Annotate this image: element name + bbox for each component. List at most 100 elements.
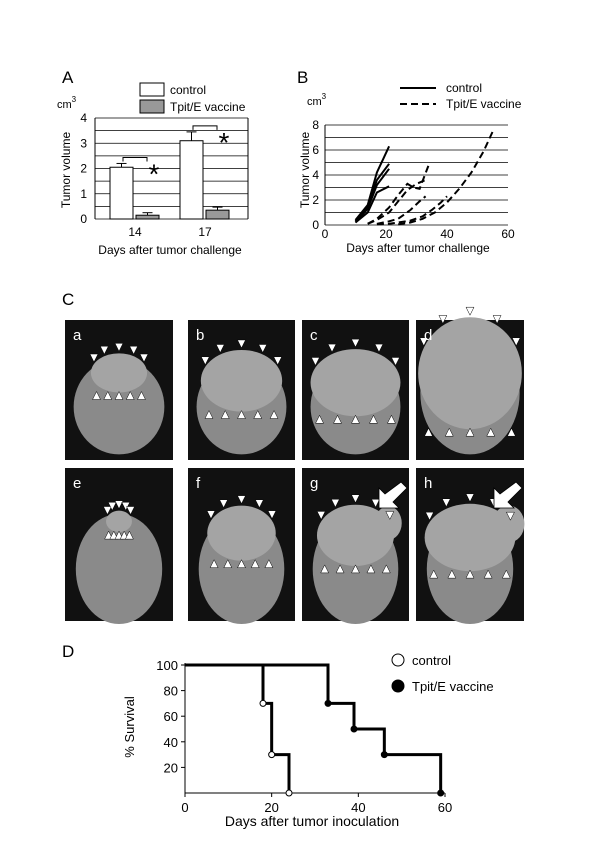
y-axis-title-d: % Survival [122, 696, 137, 758]
control-survival-curve [185, 663, 291, 793]
ct-panel-label: h [424, 475, 432, 492]
panel-c: C a b c d e f g h [62, 290, 525, 625]
vaccine-tumor-line [398, 130, 494, 226]
survival-point [350, 725, 358, 733]
arrowhead-marker [200, 356, 210, 366]
control-tumor-line [354, 168, 390, 224]
significance-bracket [192, 125, 218, 130]
x-tick-labels: 14 17 [128, 225, 212, 239]
arrowhead-marker [264, 559, 274, 568]
y-tick-labels: 0 1 2 3 4 [80, 111, 87, 226]
arrowhead-marker [351, 414, 360, 424]
arrowhead-marker [387, 414, 396, 424]
arrowhead-marker [219, 499, 229, 509]
vaccine-tumor-line [367, 164, 430, 225]
legend-marker-control-d [391, 653, 405, 667]
arrowhead-marker [139, 353, 149, 363]
arrowhead-marker [335, 564, 345, 574]
arrowhead-marker [385, 511, 395, 520]
large-arrow-marker [493, 481, 523, 509]
vaccine-tumor-line [367, 179, 426, 225]
x-tick-label: 20 [379, 227, 393, 241]
y-tick-label: 4 [80, 111, 87, 125]
x-tick-label: 60 [501, 227, 515, 241]
arrowhead-marker [327, 343, 337, 353]
series-lines-b [354, 130, 494, 226]
arrowhead-marker [511, 337, 521, 347]
legend-swatch-vaccine [139, 99, 165, 114]
arrowhead-marker [137, 390, 146, 400]
arrowhead-marker [99, 345, 109, 355]
arrowhead-marker [107, 502, 117, 511]
x-tick-label: 40 [351, 800, 365, 815]
y-tick-label: 0 [312, 218, 319, 232]
arrowhead-marker [441, 498, 451, 508]
arrowhead-marker [429, 569, 439, 579]
arrowhead-marker [438, 315, 448, 325]
ct-image-e: e [65, 468, 173, 625]
y-tick-label: 3 [80, 136, 87, 150]
tumor-mass [106, 510, 132, 533]
unit-exponent-b: 3 [322, 92, 327, 101]
arrowhead-marker [371, 498, 381, 508]
bar [135, 214, 160, 220]
arrowhead-marker [209, 559, 219, 568]
arrowhead-marker [483, 569, 493, 579]
y-tick-label: 6 [312, 143, 319, 157]
x-tick-label: 14 [128, 225, 142, 239]
x-tick-label: 17 [198, 225, 212, 239]
ct-image-grid: a b c d e f g h [65, 306, 525, 625]
significance-marks: ** [122, 125, 230, 189]
tumor-mass [90, 353, 148, 393]
x-tick-label: 0 [322, 227, 329, 241]
y-tick-label: 1 [80, 187, 87, 201]
arrowhead-marker [465, 493, 475, 503]
axes-d [181, 663, 446, 797]
legend-swatch-control [139, 82, 165, 97]
y-tick-labels-d: 20 40 60 80 100 [156, 658, 178, 775]
arrowhead-marker [206, 510, 216, 520]
arrowhead-marker [424, 427, 433, 437]
arrowhead-marker [273, 356, 283, 366]
arrowhead-marker [121, 502, 131, 511]
y-tick-label: 80 [164, 684, 178, 699]
ct-image-d: d [416, 306, 524, 460]
arrowhead-marker [465, 306, 475, 316]
arrowhead-marker [114, 390, 124, 400]
arrowhead-marker [351, 564, 360, 574]
survival-point [285, 789, 293, 797]
unit-text-b: cm [307, 96, 322, 108]
x-tick-labels-b: 0 20 40 60 [322, 227, 515, 241]
arrowhead-marker [237, 559, 246, 568]
tumor-protrusion [492, 505, 525, 543]
panel-a-letter: A [62, 68, 74, 87]
bar [179, 140, 204, 220]
unit-text: cm [57, 99, 72, 111]
arrowhead-marker [89, 353, 99, 363]
ct-image-c: c [302, 320, 409, 460]
panel-b-letter: B [297, 68, 308, 87]
large-arrow-marker [378, 481, 408, 509]
arrowhead-marker [501, 569, 511, 579]
ct-panel-label: e [73, 475, 81, 492]
tumor-protrusion [374, 506, 402, 540]
ct-panel-label: a [73, 327, 82, 344]
unit-label: cm3 [57, 95, 77, 111]
arrowhead-marker [237, 495, 246, 505]
arrowhead-marker [126, 506, 135, 516]
body-section [75, 513, 163, 625]
arrowhead-marker [254, 499, 264, 509]
y-tick-label: 2 [80, 162, 87, 176]
x-axis-title: Days after tumor challenge [98, 243, 242, 257]
arrowhead-marker [419, 337, 429, 347]
y-tick-label: 4 [312, 168, 319, 182]
bars [109, 131, 230, 220]
survival-point [437, 789, 445, 797]
arrowhead-marker [311, 357, 320, 367]
panel-d: D control Tpit/E vaccine % Survival 20 40… [62, 642, 494, 829]
y-tick-label: 20 [164, 760, 178, 775]
arrowhead-marker [351, 494, 360, 504]
y-axis-title: Tumor volume [59, 132, 73, 209]
legend-label-control: control [170, 83, 206, 97]
